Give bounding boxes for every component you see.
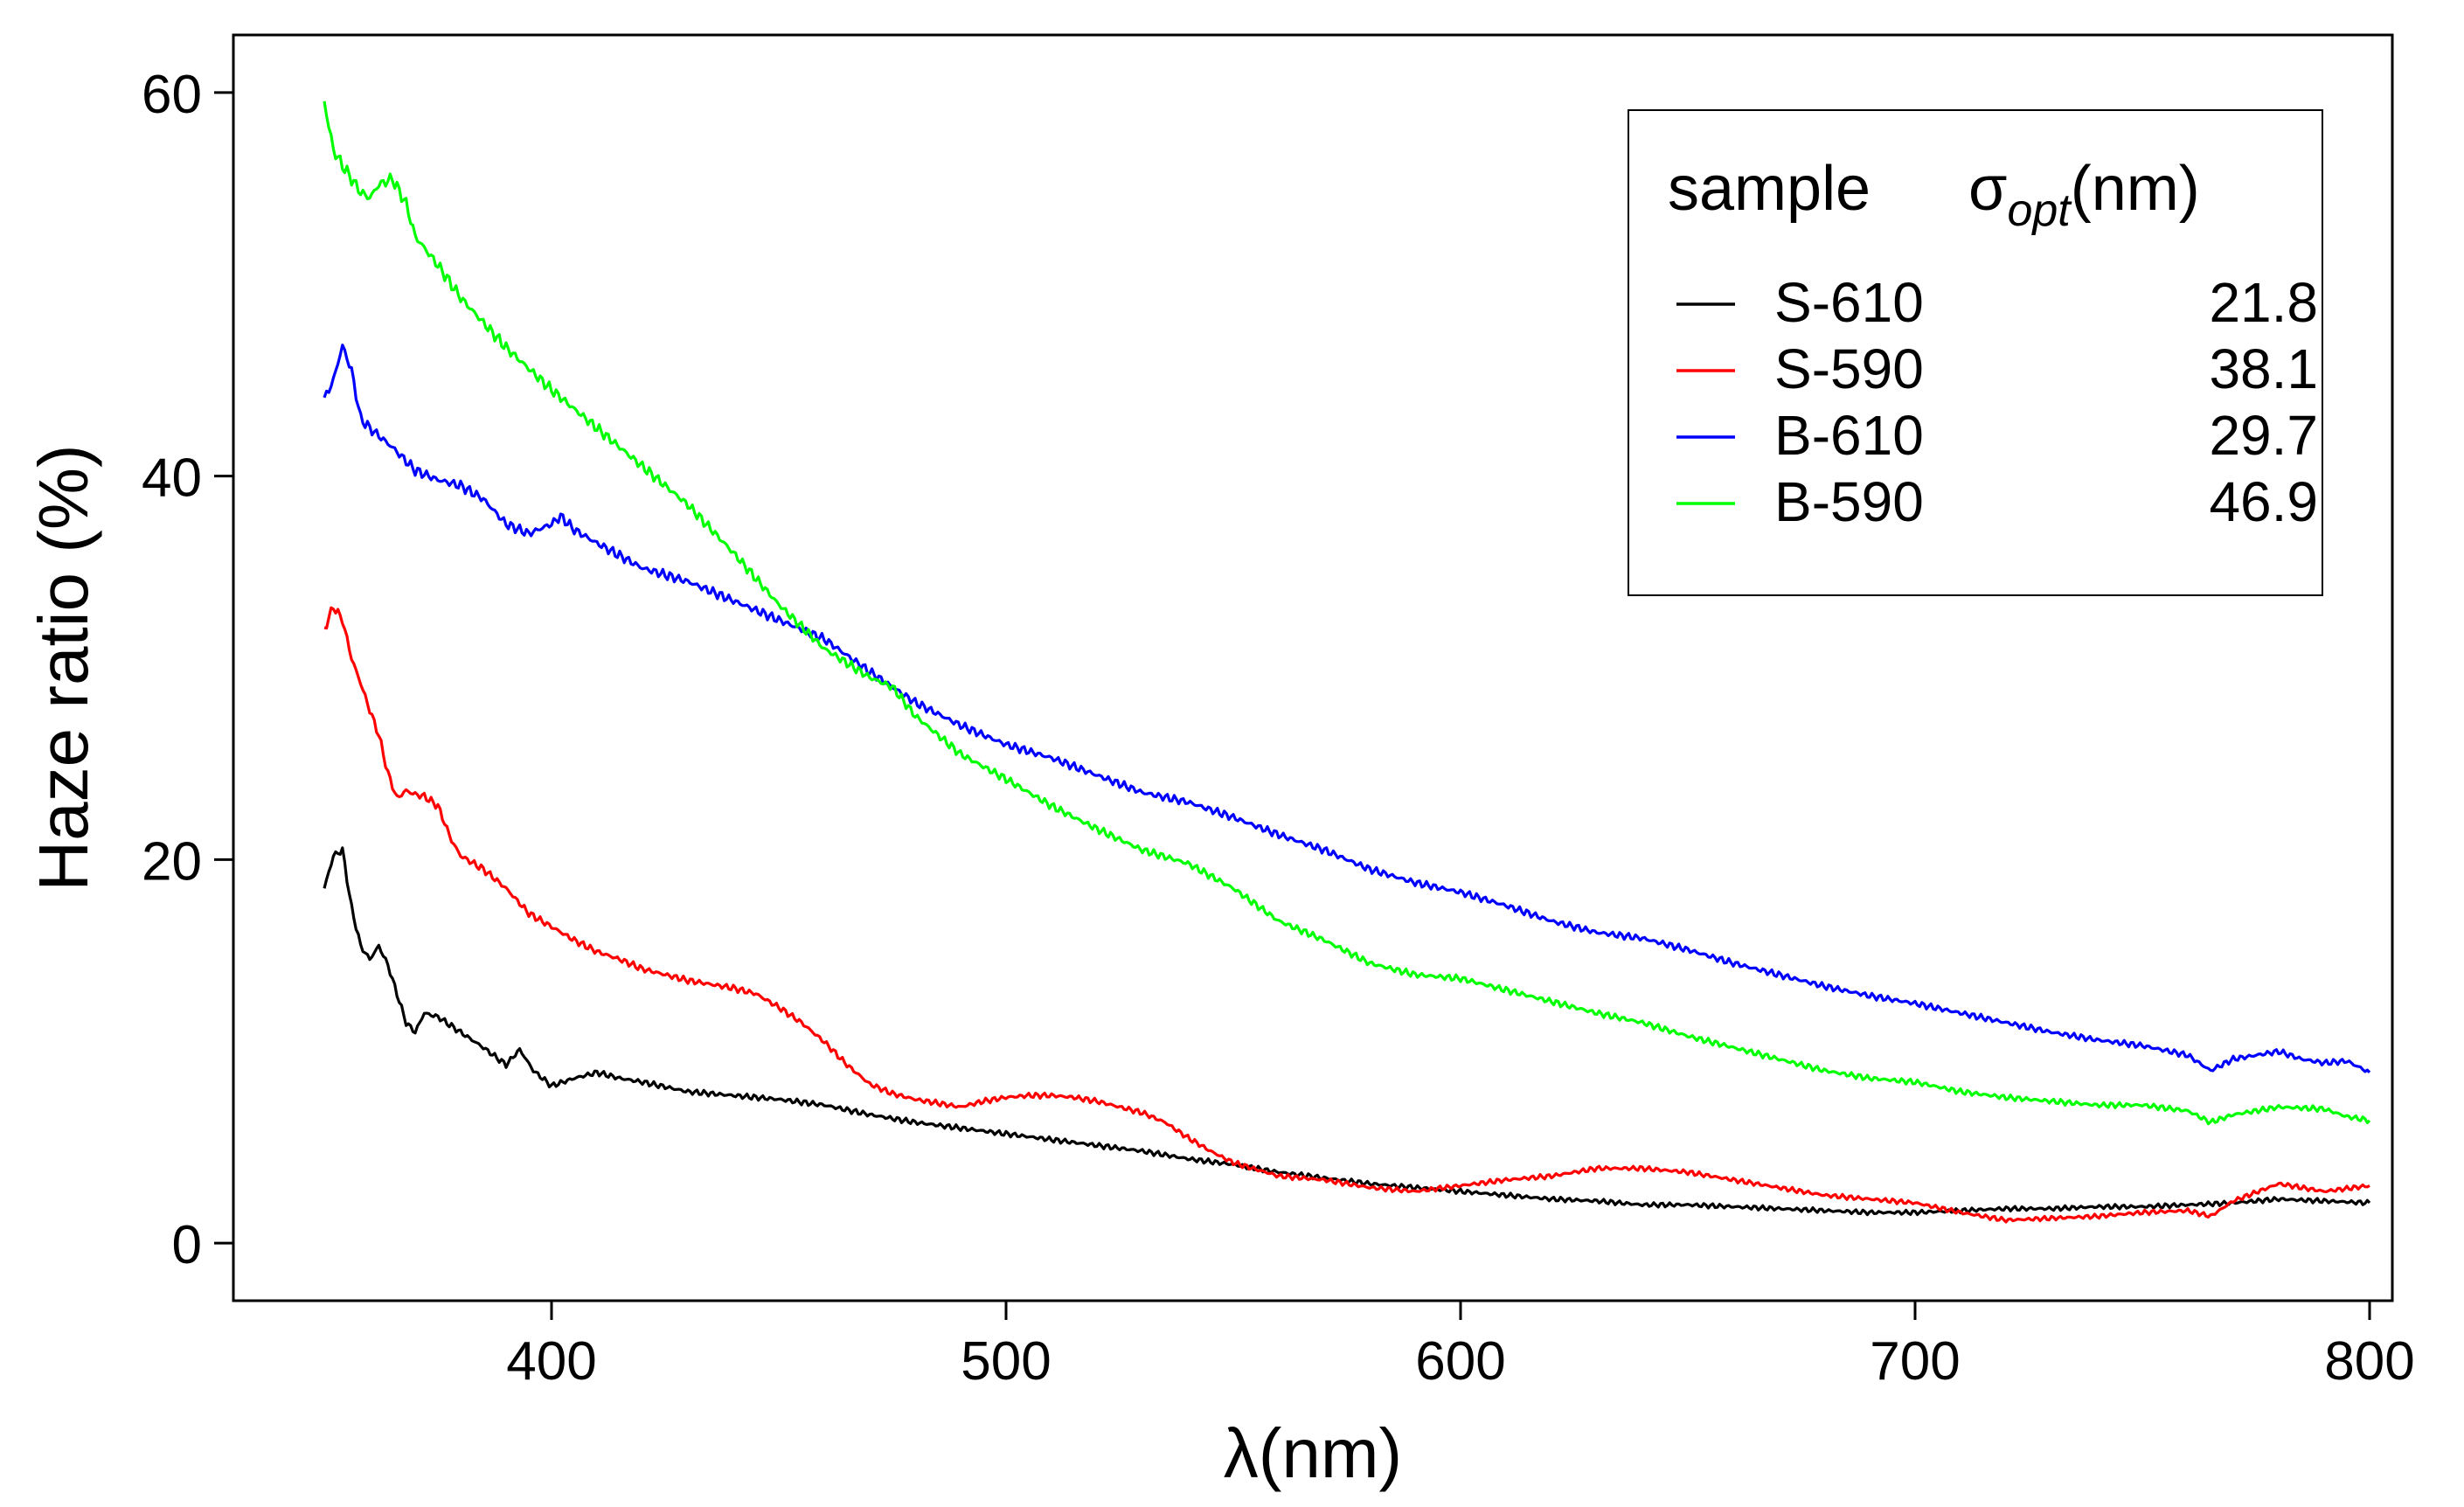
x-tick-label: 400 — [506, 1331, 596, 1392]
y-axis-ticks: 0 20 40 60 — [142, 65, 233, 1275]
legend-sigma-value: 29.7 — [2209, 404, 2318, 467]
legend-header-sample: sample — [1668, 154, 1871, 224]
legend: sample σopt(nm) S-610 21.8 S-590 38.1 B-610 2… — [1628, 109, 2323, 596]
y-tick-label: 20 — [142, 831, 202, 892]
y-tick-label: 0 — [172, 1215, 202, 1275]
series-line-b-590 — [323, 101, 2371, 1126]
series-line-s-610 — [323, 846, 2371, 1217]
legend-sigma-value: 21.8 — [2209, 271, 2318, 334]
legend-entries: S-610 21.8 S-590 38.1 B-610 29.7 B-590 46.9 — [1676, 271, 2318, 533]
legend-label: S-610 — [1774, 271, 1924, 334]
legend-header-sigma-symbol: σ — [1968, 154, 2007, 224]
legend-header-sigma-unit: (nm) — [2071, 154, 2200, 224]
series-line-s-590 — [323, 606, 2370, 1224]
legend-sigma-value: 38.1 — [2209, 337, 2318, 400]
legend-sigma-value: 46.9 — [2209, 470, 2318, 533]
y-tick-label: 60 — [142, 65, 202, 125]
legend-header-sigma: σopt(nm) — [1968, 154, 2200, 236]
x-axis-label: λ(nm) — [1224, 1414, 1402, 1492]
series-line-b-610 — [323, 344, 2371, 1073]
legend-box — [1628, 109, 2323, 596]
y-tick-label: 40 — [142, 448, 202, 509]
x-axis-ticks: 400 500 600 700 800 — [506, 1301, 2415, 1392]
legend-label: B-610 — [1774, 404, 1924, 467]
x-tick-label: 800 — [2324, 1331, 2414, 1392]
legend-label: S-590 — [1774, 337, 1924, 400]
series-lines — [323, 101, 2371, 1224]
x-tick-label: 600 — [1415, 1331, 1505, 1392]
plot-frame — [232, 33, 2394, 1302]
x-tick-label: 700 — [1870, 1331, 1960, 1392]
legend-header-sigma-sub: opt — [2007, 185, 2072, 236]
x-tick-label: 500 — [961, 1331, 1051, 1392]
legend-label: B-590 — [1774, 470, 1924, 533]
y-axis-label: Haze ratio (%) — [24, 444, 102, 891]
